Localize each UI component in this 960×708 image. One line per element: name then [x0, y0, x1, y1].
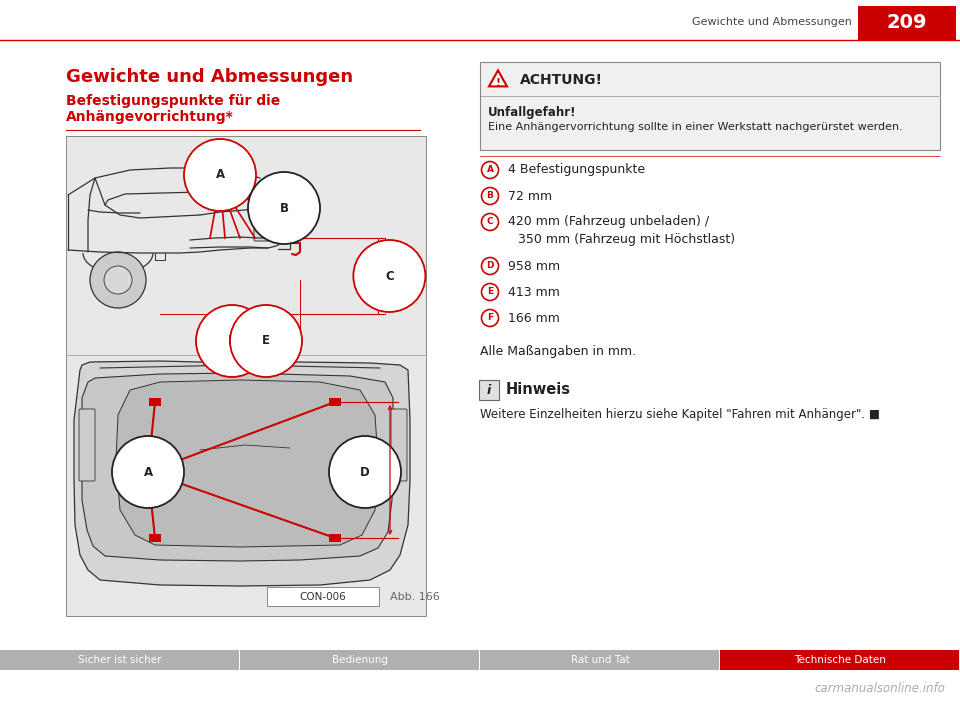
Text: Weitere Einzelheiten hierzu siehe Kapitel "Fahren mit Anhänger". ■: Weitere Einzelheiten hierzu siehe Kapite… [480, 408, 880, 421]
Text: A: A [487, 166, 493, 174]
Text: Anhängevorrichtung*: Anhängevorrichtung* [66, 110, 233, 124]
Circle shape [482, 214, 498, 231]
Text: Alle Maßangaben in mm.: Alle Maßangaben in mm. [480, 345, 636, 358]
Circle shape [482, 188, 498, 205]
FancyBboxPatch shape [267, 587, 379, 606]
FancyBboxPatch shape [479, 380, 499, 400]
Text: C: C [487, 217, 493, 227]
FancyBboxPatch shape [329, 398, 341, 406]
Text: Technische Daten: Technische Daten [794, 655, 886, 665]
Polygon shape [74, 361, 410, 586]
Text: E: E [262, 334, 270, 348]
Text: Abb. 166: Abb. 166 [390, 591, 440, 602]
Text: Rat und Tat: Rat und Tat [570, 655, 630, 665]
Text: D: D [360, 465, 370, 479]
Text: Befestigungspunkte für die: Befestigungspunkte für die [66, 94, 280, 108]
FancyBboxPatch shape [149, 398, 161, 406]
Text: CON-006: CON-006 [300, 591, 347, 602]
Circle shape [482, 161, 498, 178]
Text: B: B [279, 202, 289, 215]
FancyBboxPatch shape [79, 409, 95, 481]
Text: Eine Anhängervorrichtung sollte in einer Werkstatt nachgerürstet werden.: Eine Anhängervorrichtung sollte in einer… [488, 122, 902, 132]
Text: 350 mm (Fahrzeug mit Höchstlast): 350 mm (Fahrzeug mit Höchstlast) [518, 234, 735, 246]
Circle shape [482, 258, 498, 275]
FancyBboxPatch shape [66, 136, 426, 616]
FancyBboxPatch shape [480, 650, 719, 670]
Text: !: ! [495, 78, 500, 88]
FancyBboxPatch shape [720, 650, 959, 670]
Text: Gewichte und Abmessungen: Gewichte und Abmessungen [692, 17, 852, 27]
Text: 4 Befestigungspunkte: 4 Befestigungspunkte [508, 164, 645, 176]
Text: ACHTUNG!: ACHTUNG! [520, 73, 603, 87]
FancyBboxPatch shape [149, 534, 161, 542]
Text: D: D [487, 261, 493, 270]
Text: i: i [487, 384, 492, 396]
Polygon shape [489, 70, 507, 86]
Text: F: F [228, 334, 236, 348]
Text: A: A [143, 465, 153, 479]
Text: 166 mm: 166 mm [508, 312, 560, 324]
Circle shape [90, 252, 146, 308]
Text: B: B [487, 191, 493, 200]
FancyBboxPatch shape [329, 534, 341, 542]
FancyBboxPatch shape [0, 650, 239, 670]
Text: Sicher ist sicher: Sicher ist sicher [79, 655, 161, 665]
Text: Gewichte und Abmessungen: Gewichte und Abmessungen [66, 68, 353, 86]
Text: Unfallgefahr!: Unfallgefahr! [488, 106, 577, 119]
Text: Bedienung: Bedienung [332, 655, 388, 665]
Text: F: F [487, 314, 493, 323]
Text: 958 mm: 958 mm [508, 260, 560, 273]
Text: 72 mm: 72 mm [508, 190, 552, 202]
Polygon shape [116, 380, 378, 547]
Text: 413 mm: 413 mm [508, 285, 560, 299]
FancyBboxPatch shape [240, 650, 479, 670]
FancyBboxPatch shape [254, 219, 270, 241]
Polygon shape [82, 373, 393, 561]
Circle shape [482, 309, 498, 326]
FancyBboxPatch shape [480, 62, 940, 150]
Text: 209: 209 [887, 13, 927, 33]
Text: carmanualsonline.info: carmanualsonline.info [814, 682, 945, 695]
FancyBboxPatch shape [391, 409, 407, 481]
FancyBboxPatch shape [858, 6, 956, 40]
Text: A: A [215, 169, 225, 181]
Text: E: E [487, 287, 493, 297]
Text: C: C [385, 270, 394, 282]
Text: Hinweis: Hinweis [506, 382, 571, 397]
Text: 420 mm (Fahrzeug unbeladen) /: 420 mm (Fahrzeug unbeladen) / [508, 215, 709, 229]
Circle shape [482, 283, 498, 300]
Circle shape [104, 266, 132, 294]
